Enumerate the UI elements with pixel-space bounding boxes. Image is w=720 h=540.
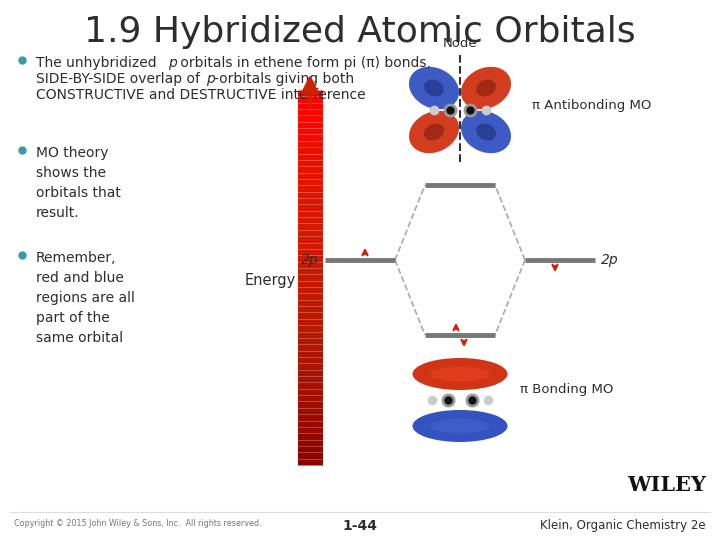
Text: SIDE-BY-SIDE overlap of: SIDE-BY-SIDE overlap of [36, 72, 204, 86]
Ellipse shape [461, 67, 511, 109]
Ellipse shape [409, 67, 459, 109]
Text: Copyright © 2015 John Wiley & Sons, Inc.  All rights reserved.: Copyright © 2015 John Wiley & Sons, Inc.… [14, 519, 261, 528]
Text: -orbitals giving both: -orbitals giving both [214, 72, 354, 86]
Text: CONSTRUCTIVE and DESTRUCTIVE interference: CONSTRUCTIVE and DESTRUCTIVE interferenc… [36, 88, 366, 102]
Text: p: p [206, 72, 215, 86]
Ellipse shape [424, 124, 444, 140]
Text: WILEY: WILEY [627, 475, 706, 495]
Text: 1-44: 1-44 [343, 519, 377, 533]
Ellipse shape [476, 124, 496, 140]
Ellipse shape [430, 418, 490, 434]
Text: Klein, Organic Chemistry 2e: Klein, Organic Chemistry 2e [541, 519, 706, 532]
Text: π Antibonding MO: π Antibonding MO [532, 98, 652, 111]
Text: 2p: 2p [302, 253, 319, 267]
Text: 1.9 Hybridized Atomic Orbitals: 1.9 Hybridized Atomic Orbitals [84, 15, 636, 49]
Ellipse shape [409, 111, 459, 153]
Text: Remember,
red and blue
regions are all
part of the
same orbital: Remember, red and blue regions are all p… [36, 251, 135, 345]
Ellipse shape [476, 79, 496, 97]
Ellipse shape [413, 410, 508, 442]
Text: π Bonding MO: π Bonding MO [520, 383, 613, 396]
Text: 2p: 2p [601, 253, 618, 267]
Ellipse shape [430, 367, 490, 381]
Text: Energy: Energy [245, 273, 296, 287]
Text: MO theory
shows the
orbitals that
result.: MO theory shows the orbitals that result… [36, 146, 121, 220]
Text: p: p [168, 56, 176, 70]
Text: Node: Node [443, 37, 477, 50]
Ellipse shape [424, 79, 444, 97]
Text: The unhybridized: The unhybridized [36, 56, 161, 70]
Text: orbitals in ethene form pi (π) bonds,: orbitals in ethene form pi (π) bonds, [176, 56, 431, 70]
Ellipse shape [413, 358, 508, 390]
Ellipse shape [461, 111, 511, 153]
